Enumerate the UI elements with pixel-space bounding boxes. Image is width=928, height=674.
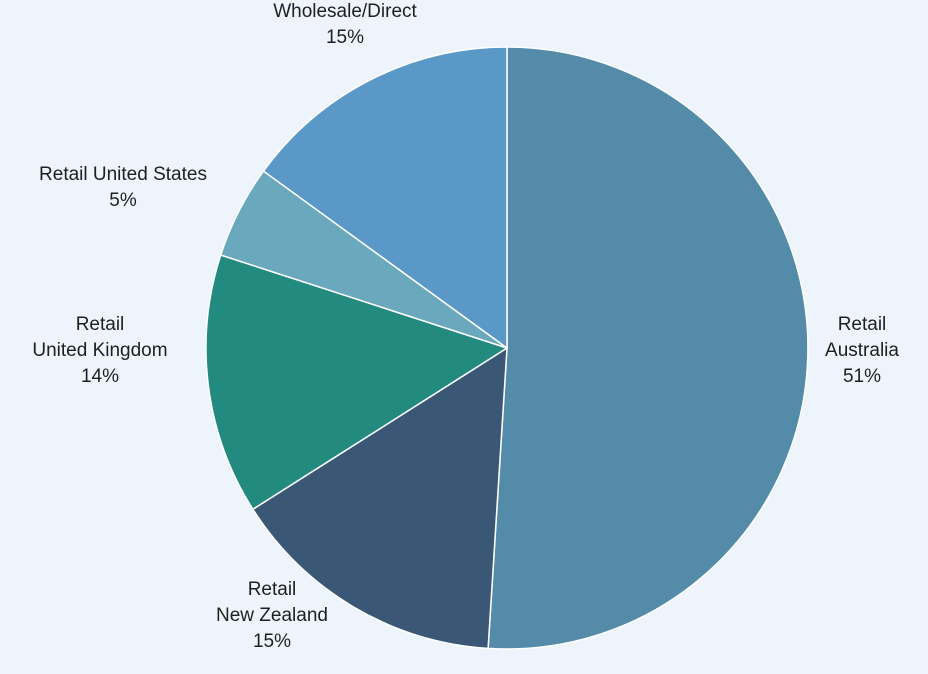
slice-label-retail-australia: Retail Australia 51% [825,314,899,387]
slice-name-label: United Kingdom [32,340,167,361]
slice-label-retail-united-kingdom: Retail United Kingdom 14% [32,314,167,387]
slice-label-retail-united-states: Retail United States 5% [39,164,207,211]
slice-percent-label: 14% [81,366,119,387]
slice-percent-label: 15% [253,631,291,652]
pie-slice-retail-australia [487,46,809,650]
slice-name-label: Wholesale/Direct [273,1,417,22]
pie-labels: Retail Australia 51%Retail New Zealand 15%Re… [32,1,899,652]
slice-label-wholesale-direct: Wholesale/Direct 15% [273,1,417,48]
slice-name-label: New Zealand [216,605,328,626]
slice-name-label: Retail United States [39,164,207,185]
slice-name-label: Retail [76,314,125,335]
slice-percent-label: 5% [109,190,137,211]
slice-percent-label: 51% [843,366,881,387]
pie-slices [205,46,809,650]
slice-name-label: Retail [838,314,887,335]
pie-slice-retail-united-kingdom [205,254,508,511]
slice-name-label: Retail [248,579,297,600]
slice-label-retail-new-zealand: Retail New Zealand 15% [216,579,328,652]
slice-percent-label: 15% [326,27,364,48]
slice-name-label: Australia [825,340,899,361]
pie-slice-retail-new-zealand [252,347,508,650]
pie-slice-wholesale-direct [262,46,508,349]
